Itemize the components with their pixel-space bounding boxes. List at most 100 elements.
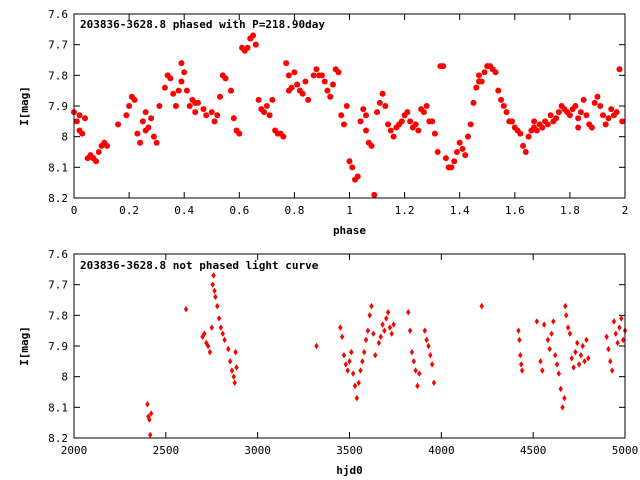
x-tick-label: 5000: [612, 444, 639, 457]
data-point: [261, 109, 268, 116]
data-point: [611, 318, 617, 325]
data-point: [183, 87, 190, 94]
data-point: [605, 115, 612, 122]
data-point: [361, 348, 367, 356]
data-point: [540, 367, 545, 374]
data-point: [434, 149, 441, 155]
data-point: [547, 112, 554, 119]
data-point: [456, 139, 463, 146]
data-point: [415, 382, 420, 390]
data-point: [440, 63, 447, 70]
data-point: [534, 318, 540, 325]
data-point: [291, 69, 298, 76]
data-point: [563, 302, 568, 310]
data-point: [544, 121, 551, 128]
chart-title: 203836-3628.8 phased with P=218.90day: [80, 18, 325, 31]
data-point: [464, 133, 471, 140]
data-point: [608, 358, 613, 365]
data-point: [222, 336, 227, 344]
data-point: [519, 367, 525, 374]
data-point: [387, 324, 393, 331]
data-point: [266, 112, 273, 119]
x-tick-label: 1.8: [560, 204, 580, 217]
x-tick-label: 0: [71, 204, 78, 217]
data-point: [617, 324, 622, 331]
data-point: [327, 93, 334, 100]
data-point: [371, 330, 376, 337]
data-point: [423, 103, 430, 109]
data-point: [340, 121, 347, 128]
data-point: [255, 96, 262, 103]
data-point: [244, 44, 251, 51]
data-point: [576, 361, 582, 368]
x-tick-label: 1.2: [395, 204, 415, 217]
x-tick-label: 3500: [336, 444, 363, 457]
data-point: [380, 321, 385, 328]
data-point: [609, 367, 615, 374]
data-point: [580, 96, 587, 103]
data-point: [153, 139, 160, 146]
data-point: [555, 109, 562, 116]
data-point: [376, 339, 382, 347]
y-tick-label: 7.7: [48, 279, 68, 292]
data-point: [517, 336, 522, 344]
data-point: [520, 142, 527, 149]
x-tick-label: 3000: [244, 444, 271, 457]
data-point: [475, 78, 482, 85]
data-point: [145, 401, 150, 408]
data-point: [338, 112, 345, 119]
data-point: [192, 109, 199, 116]
data-point: [553, 115, 560, 122]
data-point: [150, 133, 157, 140]
data-point: [551, 318, 556, 325]
x-axis-label: phase: [333, 224, 366, 237]
data-point: [385, 309, 391, 316]
data-point: [384, 315, 389, 322]
data-point: [426, 342, 431, 350]
data-point: [538, 358, 543, 365]
data-point: [451, 158, 458, 165]
data-point: [212, 287, 217, 294]
data-point: [602, 121, 609, 128]
data-point: [406, 309, 411, 316]
data-point: [569, 355, 574, 362]
data-point: [531, 118, 538, 125]
data-point: [230, 115, 237, 122]
data-point: [229, 367, 235, 374]
data-point: [139, 118, 146, 125]
data-point: [620, 336, 626, 344]
data-point: [619, 315, 624, 322]
data-point: [586, 355, 591, 362]
x-tick-label: 0.8: [284, 204, 304, 217]
data-point: [591, 99, 598, 106]
data-point: [378, 333, 383, 340]
data-point: [545, 336, 551, 344]
data-point: [533, 127, 540, 134]
data-point: [376, 99, 383, 106]
x-tick-label: 0.4: [174, 204, 194, 217]
data-point: [170, 90, 177, 97]
x-tick-label: 1: [346, 204, 353, 217]
data-point: [236, 130, 243, 137]
plot-frame: [73, 13, 626, 199]
data-point: [360, 358, 365, 365]
data-point: [73, 118, 80, 125]
data-point: [345, 367, 350, 374]
data-point: [564, 312, 569, 319]
data-point: [324, 87, 331, 94]
data-point: [498, 96, 505, 103]
y-tick-label: 7.6: [48, 248, 68, 261]
data-point: [354, 173, 361, 180]
data-point: [615, 339, 620, 347]
data-point: [214, 112, 221, 119]
data-point: [599, 112, 606, 119]
data-point: [583, 112, 590, 119]
data-point: [553, 352, 558, 359]
data-point: [247, 35, 254, 42]
data-point: [299, 90, 306, 97]
data-point: [183, 306, 189, 313]
data-point: [517, 130, 524, 137]
y-tick-label: 8: [61, 371, 68, 384]
data-point: [492, 69, 499, 76]
